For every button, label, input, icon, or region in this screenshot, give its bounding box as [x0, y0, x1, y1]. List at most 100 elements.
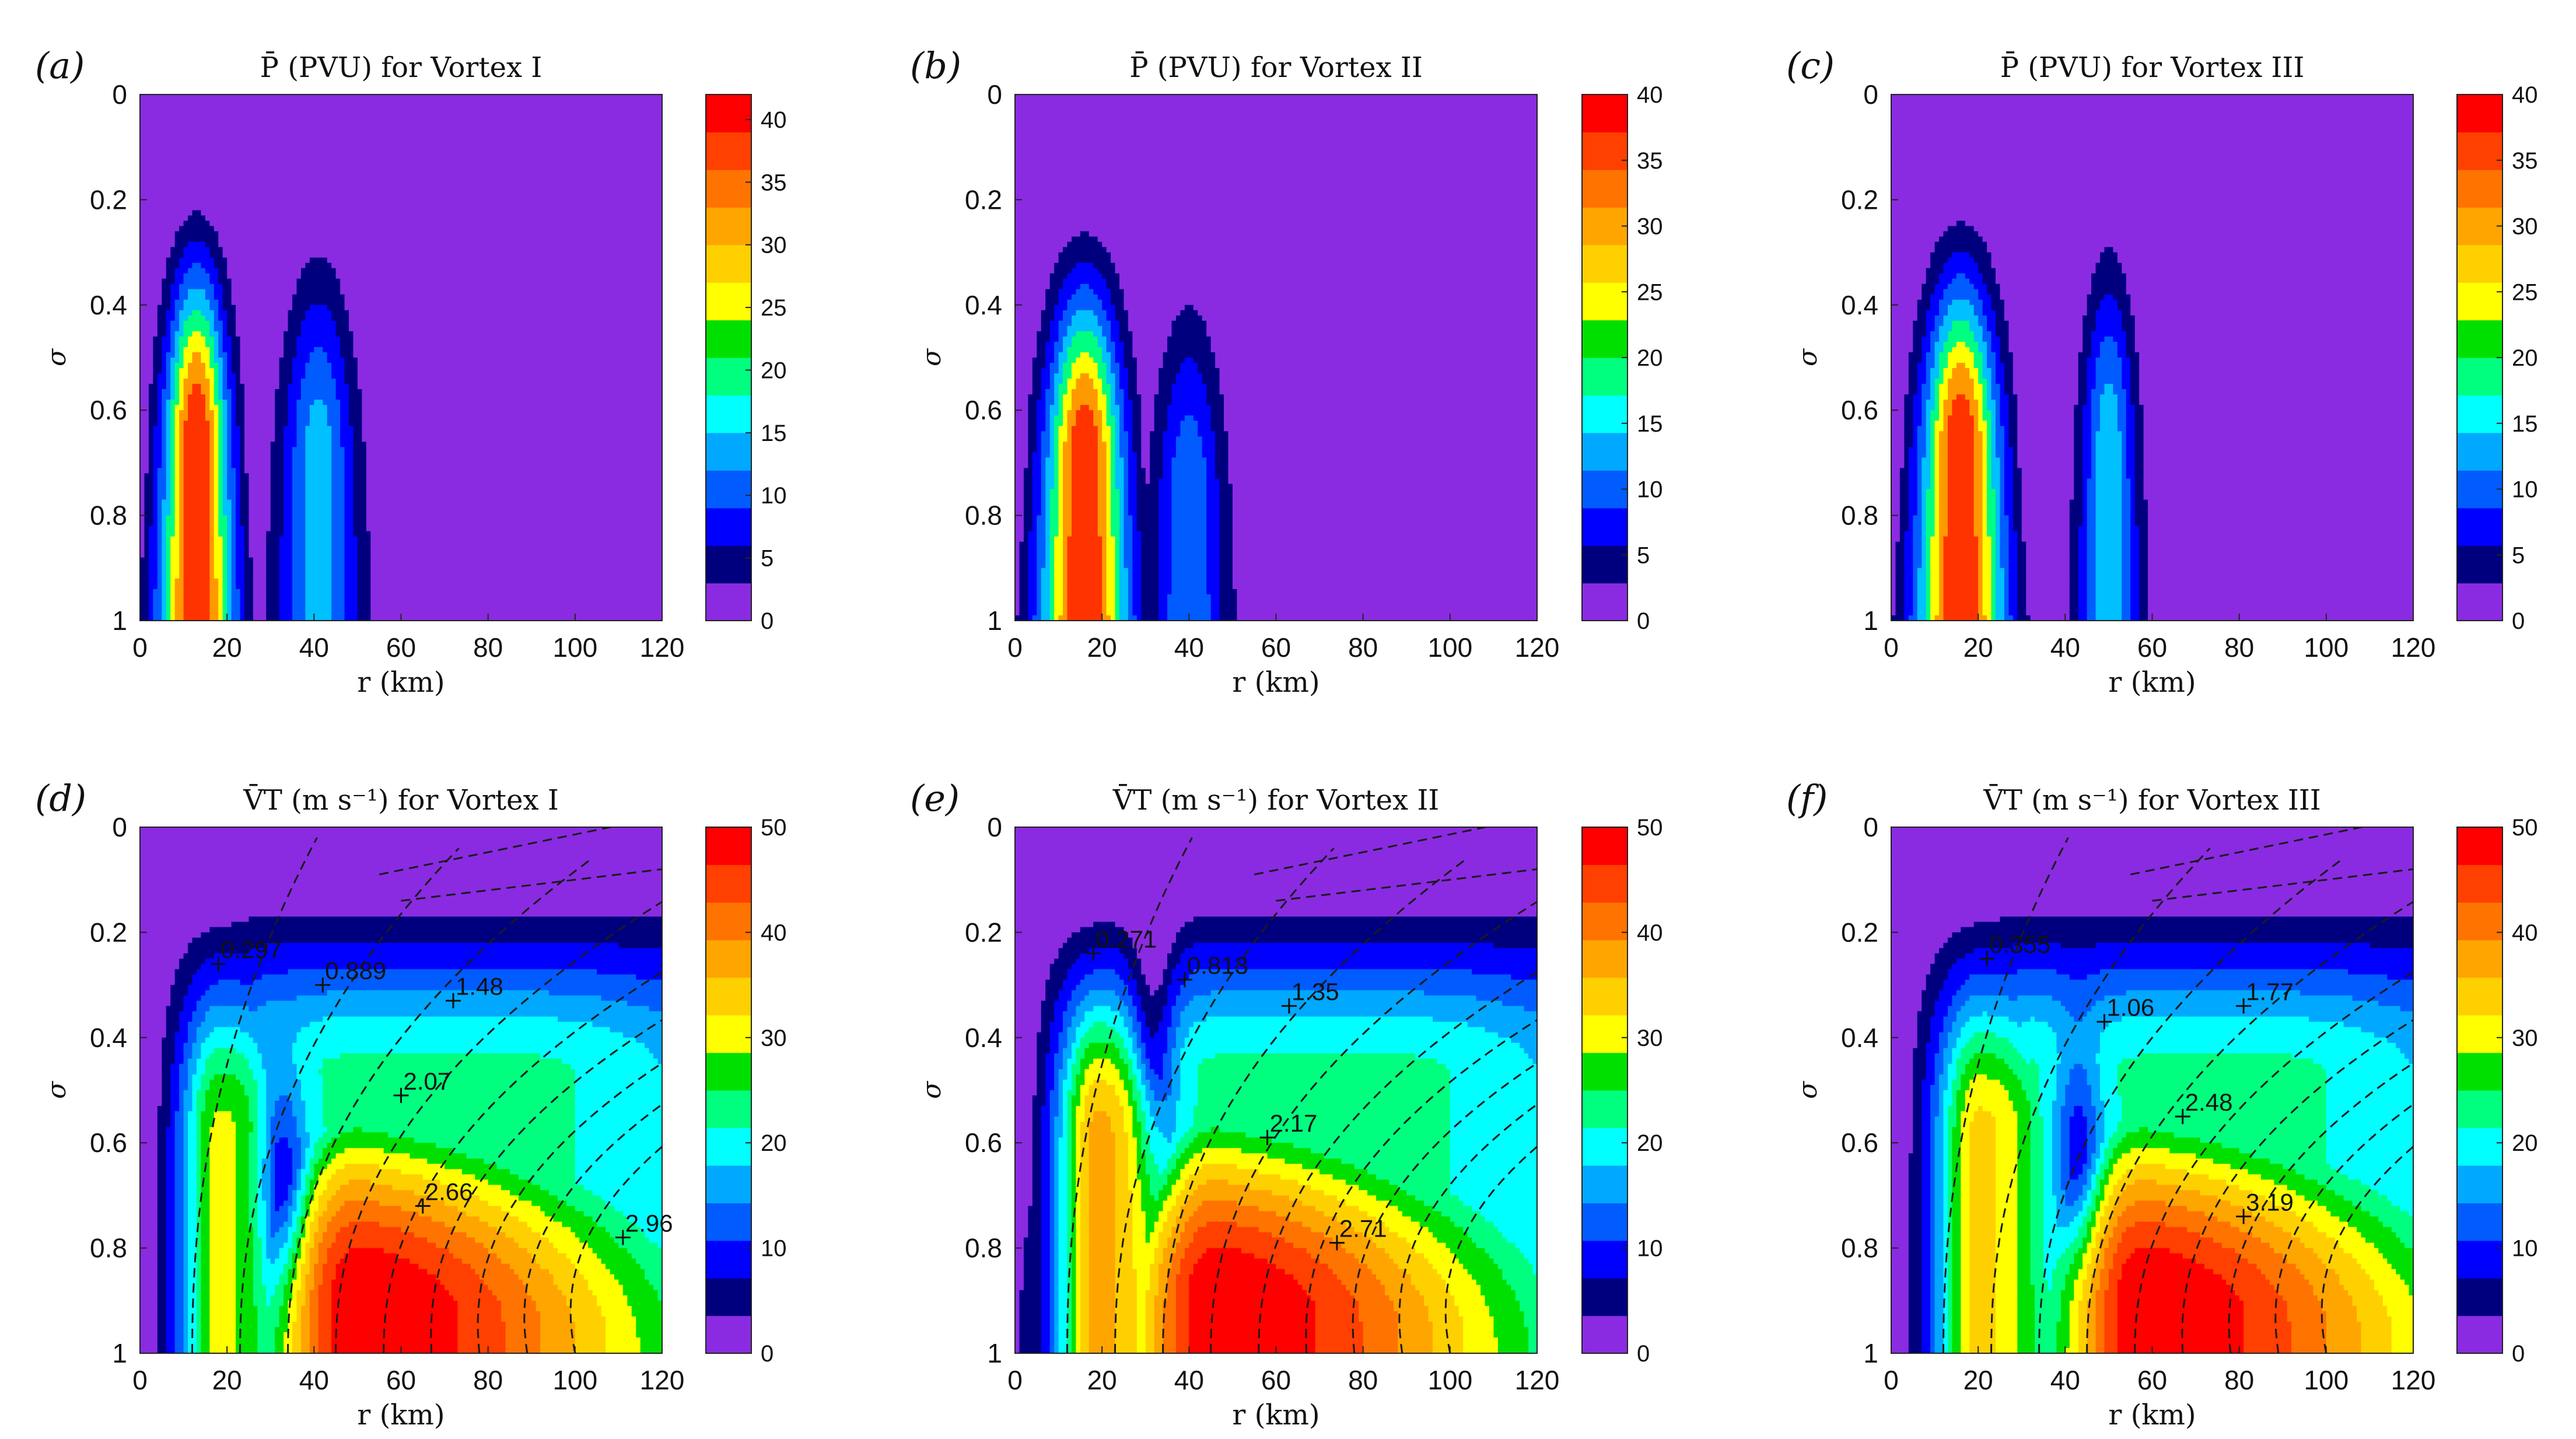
heatmap-cell [166, 615, 171, 621]
heatmap-cell [1015, 346, 1037, 353]
heatmap-cell [1111, 384, 1116, 390]
heatmap-cell [1891, 184, 2413, 190]
heatmap-cell [1097, 531, 1107, 537]
heatmap-cell [174, 379, 180, 384]
heatmap-cell [1023, 478, 1033, 485]
heatmap-cell [279, 610, 293, 616]
heatmap-cell [2021, 520, 2070, 527]
heatmap-cell [1115, 604, 1120, 611]
heatmap-cell [1904, 615, 1909, 621]
heatmap-cell [1930, 331, 1940, 337]
heatmap-cell [2100, 405, 2118, 411]
heatmap-cell [266, 1137, 271, 1143]
heatmap-cell [266, 589, 280, 595]
heatmap-cell [153, 478, 158, 485]
heatmap-cell [2000, 294, 2088, 300]
heatmap-cell [1136, 463, 1142, 469]
heatmap-cell [166, 436, 171, 442]
heatmap-cell [266, 547, 280, 553]
heatmap-cell [1054, 421, 1063, 426]
heatmap-cell [1028, 405, 1037, 411]
heatmap-cell [1049, 447, 1055, 453]
heatmap-cell [157, 515, 162, 521]
heatmap-cell [227, 447, 232, 453]
heatmap-cell [1926, 541, 1931, 548]
heatmap-cell [1106, 346, 1116, 353]
heatmap-cell [1969, 368, 1979, 374]
heatmap-cell [214, 489, 219, 495]
heatmap-cell [2122, 594, 2131, 600]
heatmap-cell [183, 358, 193, 363]
heatmap-cell [196, 1032, 210, 1038]
heatmap-cell [174, 236, 219, 243]
heatmap-cell [1206, 494, 1220, 500]
heatmap-cell [2013, 389, 2079, 395]
heatmap-cell [1063, 310, 1077, 316]
heatmap-cell [261, 1053, 293, 1059]
heatmap-cell [1934, 320, 1944, 327]
heatmap-cell [231, 363, 241, 369]
heatmap-cell [1015, 226, 1537, 232]
heatmap-cell [1219, 583, 1233, 590]
heatmap-cell [214, 294, 223, 300]
heatmap-cell [1128, 463, 1138, 469]
heatmap-cell [1991, 331, 1996, 337]
heatmap-cell [1158, 478, 1172, 485]
heatmap-cell [1978, 568, 1983, 574]
heatmap-cell [1119, 499, 1125, 506]
heatmap-cell [1891, 604, 1896, 611]
heatmap-cell [1054, 457, 1059, 463]
heatmap-cell [1973, 257, 1992, 264]
colorbar-segment [2457, 432, 2502, 471]
heatmap-cell [179, 442, 184, 447]
heatmap-cell [1934, 484, 1940, 490]
heatmap-cell [2087, 478, 2096, 485]
heatmap-cell [1991, 557, 1996, 563]
heatmap-cell [2126, 452, 2136, 458]
heatmap-cell [1939, 457, 1948, 463]
heatmap-cell [1124, 400, 1133, 405]
heatmap-cell [279, 599, 293, 605]
heatmap-cell [2113, 389, 2127, 395]
heatmap-cell [209, 1143, 236, 1149]
heatmap-cell [257, 1122, 267, 1128]
heatmap-cell [362, 436, 662, 442]
heatmap-cell [1037, 336, 1051, 342]
heatmap-cell [205, 394, 210, 400]
heatmap-cell [1930, 294, 1944, 300]
heatmap-cell [2091, 336, 2105, 342]
heatmap-cell [140, 94, 662, 100]
heatmap-cell [370, 541, 662, 548]
heatmap-cell [2091, 394, 2101, 400]
heatmap-cell [344, 478, 354, 485]
heatmap-cell [1023, 515, 1033, 521]
heatmap-cell [305, 562, 332, 569]
heatmap-cell [1097, 515, 1107, 521]
heatmap-cell [340, 278, 662, 285]
heatmap-cell [2113, 336, 2127, 342]
heatmap-cell [305, 1148, 314, 1154]
heatmap-cell [1119, 436, 1129, 442]
heatmap-cell [2008, 531, 2018, 537]
heatmap-cell [266, 1079, 302, 1086]
heatmap-cell [344, 304, 662, 311]
heatmap-cell [140, 832, 662, 838]
heatmap-cell [218, 299, 223, 306]
heatmap-cell [222, 457, 228, 463]
heatmap-cell [218, 310, 228, 316]
heatmap-cell [1891, 578, 1896, 584]
heatmap-cell [1987, 241, 2413, 248]
heatmap-cell [236, 1127, 254, 1133]
heatmap-cell [1158, 384, 1172, 390]
heatmap-cell [1943, 578, 1979, 584]
heatmap-cell [1037, 352, 1046, 358]
heatmap-cell [236, 384, 245, 390]
heatmap-cell [1926, 494, 1936, 500]
heatmap-cell [1922, 457, 1931, 463]
heatmap-cell [227, 400, 232, 405]
heatmap-cell [2074, 421, 2083, 426]
heatmap-cell [201, 1122, 215, 1128]
heatmap-cell [2095, 358, 2122, 363]
heatmap-cell [331, 431, 341, 437]
heatmap-cell [140, 484, 145, 490]
